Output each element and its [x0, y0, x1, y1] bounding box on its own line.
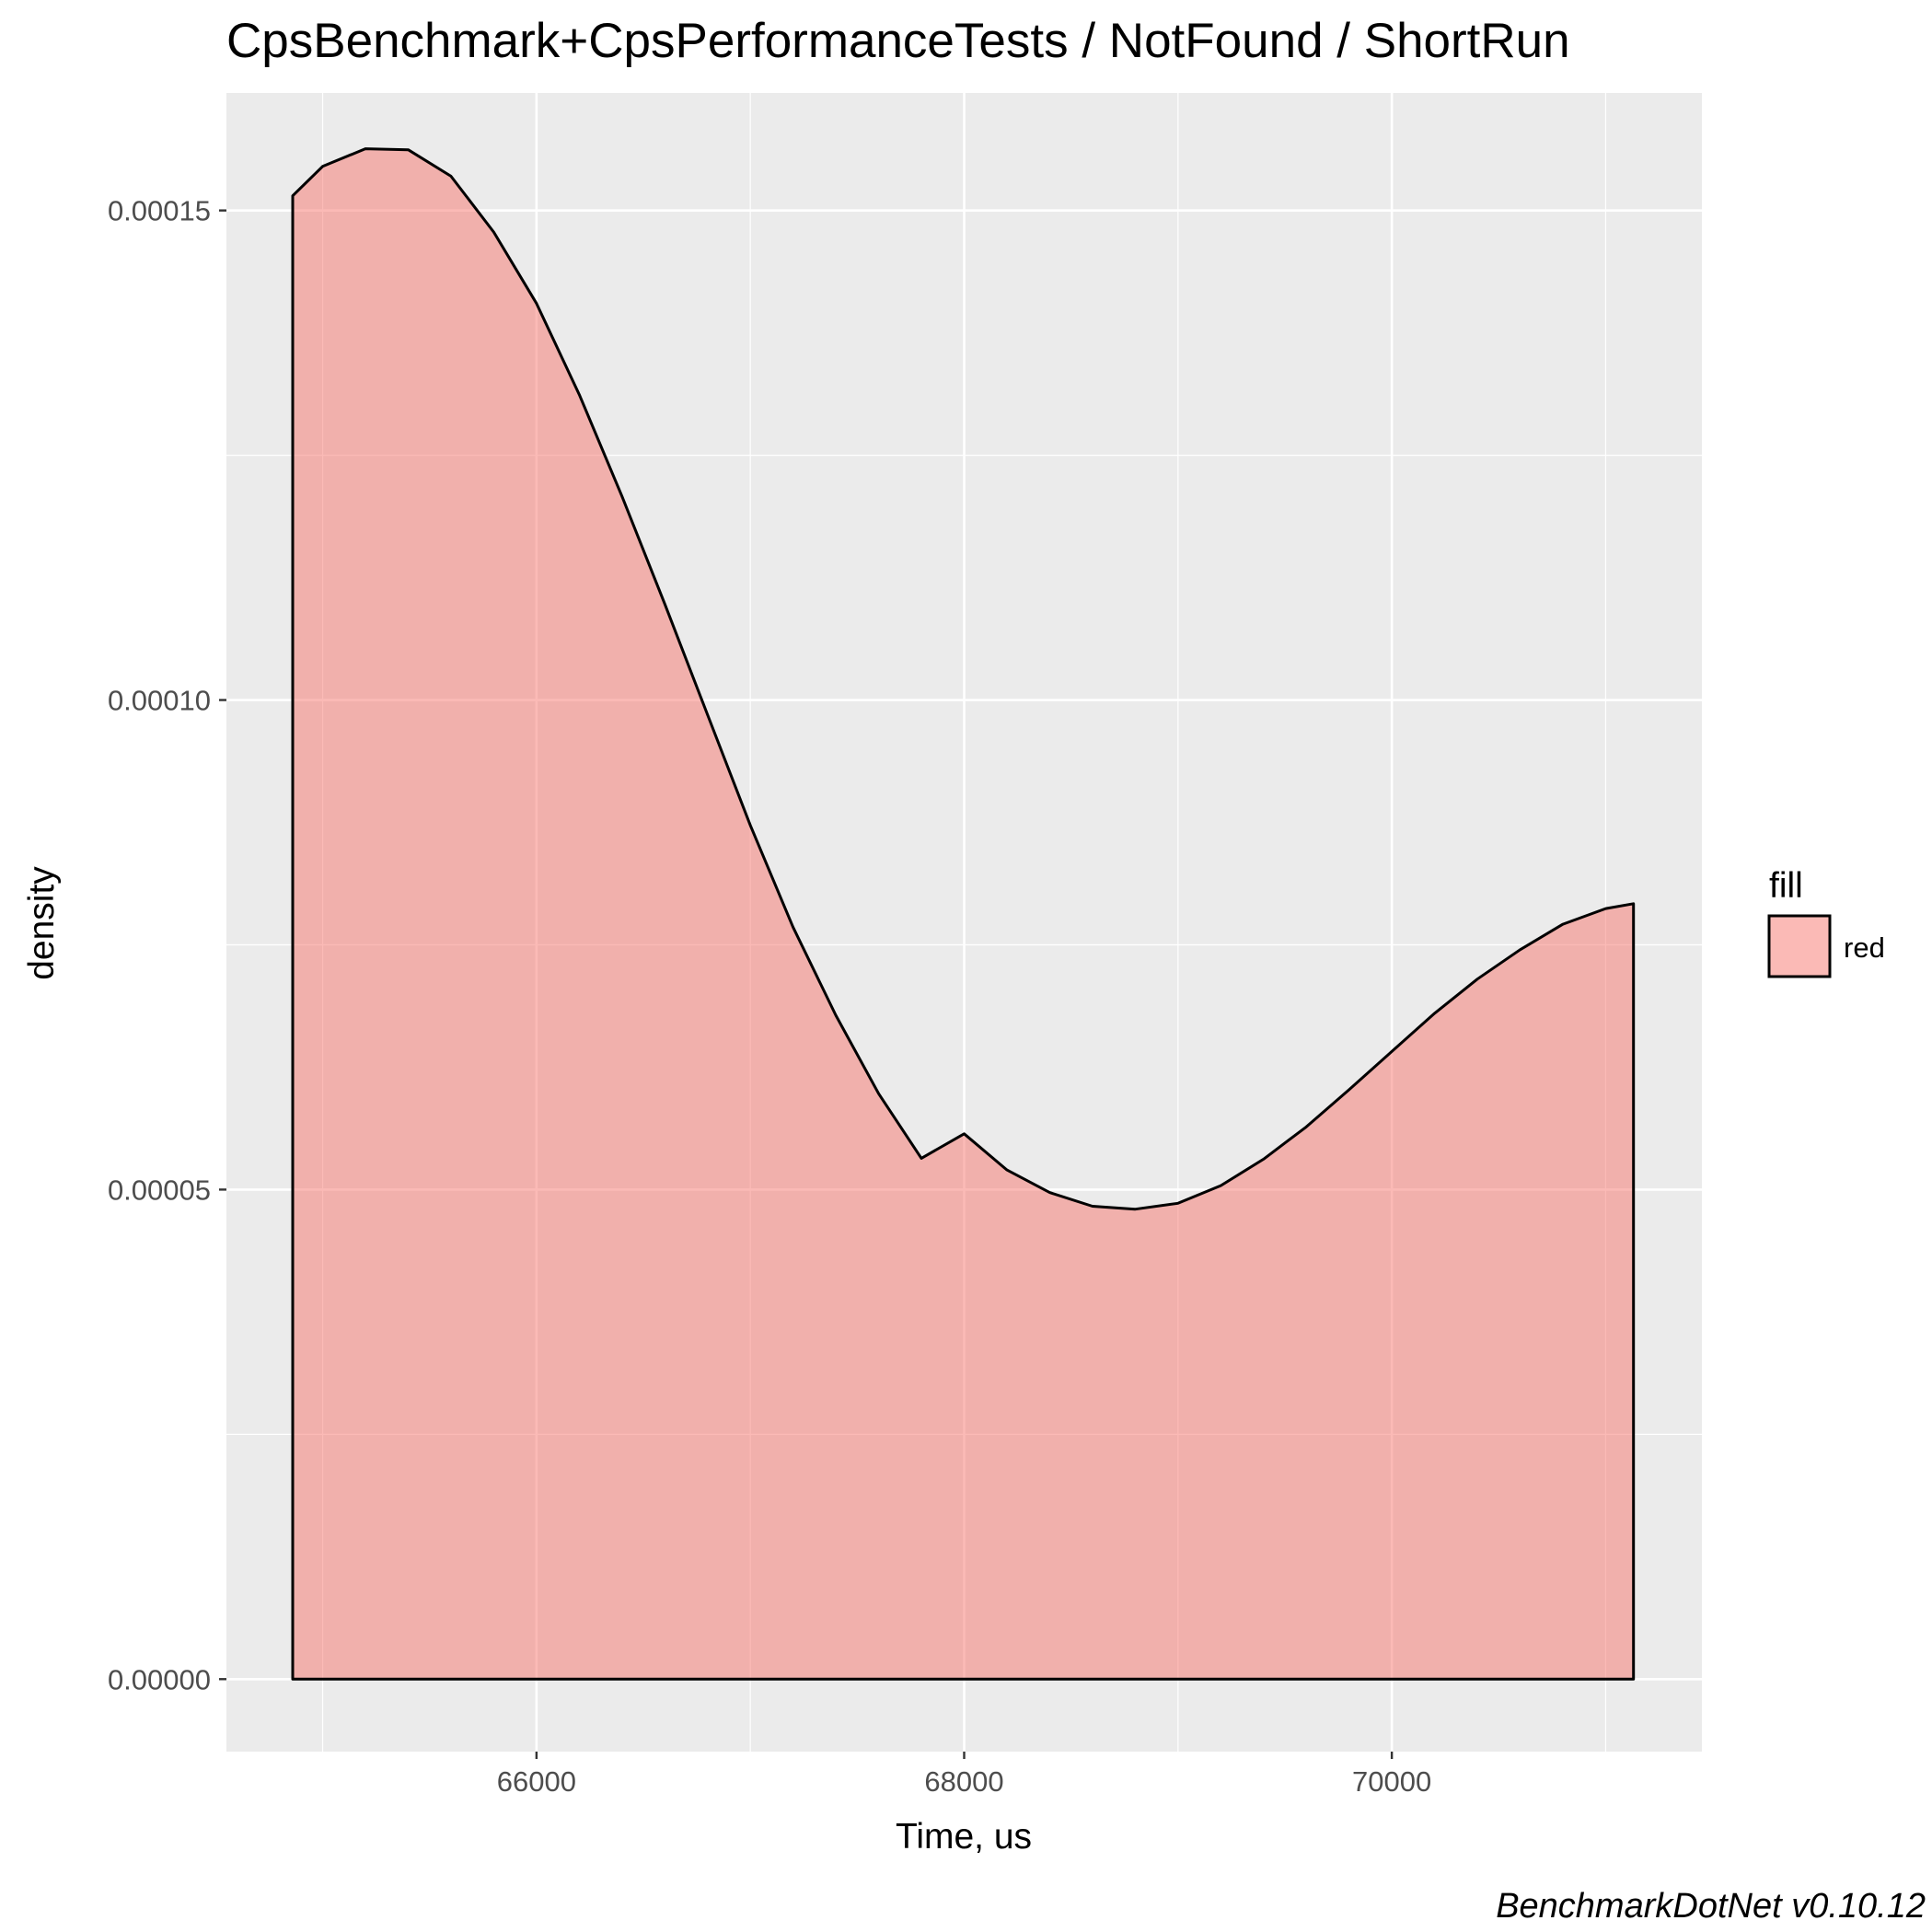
y-tick-label: 0.00015	[108, 195, 211, 227]
x-tick-label: 66000	[497, 1765, 576, 1798]
x-axis-title: Time, us	[896, 1817, 1032, 1857]
x-tick-label: 68000	[924, 1765, 1003, 1798]
legend-key-swatch	[1767, 914, 1832, 978]
legend: fill red	[1767, 866, 1885, 978]
y-tick-label: 0.00000	[108, 1663, 211, 1695]
legend-label-red: red	[1844, 931, 1885, 964]
legend-title: fill	[1769, 866, 1803, 906]
density-area-red	[291, 147, 1636, 1681]
x-axis: 66000 68000 70000	[497, 1752, 1431, 1798]
y-tick-label: 0.00010	[108, 685, 211, 717]
series-layer	[291, 147, 1636, 1681]
x-tick-label: 70000	[1352, 1765, 1431, 1798]
y-axis: 0.00000 0.00005 0.00010 0.00015	[108, 195, 226, 1695]
y-tick-label: 0.00005	[108, 1174, 211, 1206]
caption: BenchmarkDotNet v0.10.12	[1496, 1887, 1926, 1926]
chart-title: CpsBenchmark+CpsPerformanceTests / NotFo…	[226, 14, 1570, 68]
y-axis-title: density	[22, 866, 62, 980]
